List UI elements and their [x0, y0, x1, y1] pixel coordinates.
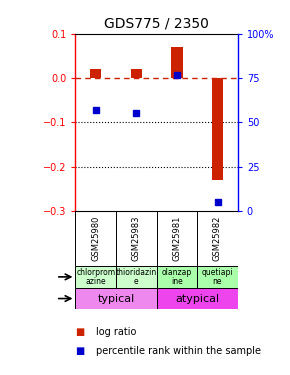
Bar	[212, 78, 223, 180]
Text: GSM25982: GSM25982	[213, 216, 222, 261]
Text: ■: ■	[75, 346, 85, 355]
Bar	[130, 69, 142, 78]
Bar	[90, 69, 102, 78]
Text: thioridazin
e: thioridazin e	[116, 267, 157, 286]
Text: percentile rank within the sample: percentile rank within the sample	[96, 346, 261, 355]
Bar	[116, 266, 157, 288]
Bar	[171, 47, 183, 78]
Text: ■: ■	[75, 327, 85, 337]
Text: GDS775 / 2350: GDS775 / 2350	[104, 17, 209, 31]
Text: olanzap
ine: olanzap ine	[162, 267, 192, 286]
Text: GSM25980: GSM25980	[91, 216, 100, 261]
Bar	[157, 288, 238, 309]
Text: quetiapi
ne: quetiapi ne	[202, 267, 233, 286]
Bar	[75, 288, 157, 309]
Bar	[157, 266, 197, 288]
Text: chlorprom
azine: chlorprom azine	[76, 267, 115, 286]
Text: log ratio: log ratio	[96, 327, 136, 337]
Bar	[197, 266, 238, 288]
Text: GSM25983: GSM25983	[132, 216, 141, 261]
Text: atypical: atypical	[175, 294, 219, 303]
Text: typical: typical	[97, 294, 135, 303]
Bar	[75, 266, 116, 288]
Text: GSM25981: GSM25981	[172, 216, 182, 261]
